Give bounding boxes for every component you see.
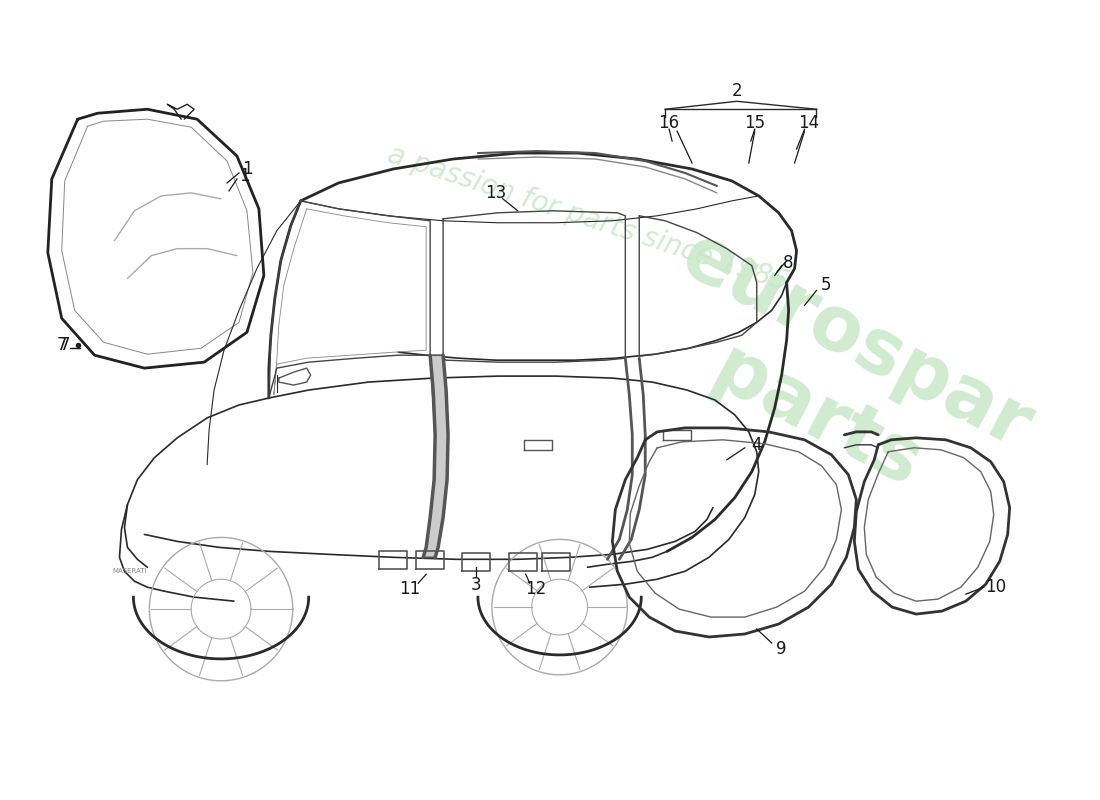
Text: 5: 5 xyxy=(822,277,832,294)
Text: 9: 9 xyxy=(777,640,786,658)
Text: eurospar
parts: eurospar parts xyxy=(629,219,1044,541)
Text: 7: 7 xyxy=(59,336,70,354)
Text: 15: 15 xyxy=(745,114,766,132)
Text: MASERATI: MASERATI xyxy=(112,568,146,574)
Text: 2: 2 xyxy=(732,82,742,100)
Text: 11: 11 xyxy=(399,580,421,598)
Text: 4: 4 xyxy=(751,436,762,454)
Text: 3: 3 xyxy=(471,576,482,594)
Text: 1: 1 xyxy=(242,160,252,178)
Text: 12: 12 xyxy=(525,580,547,598)
Text: 14: 14 xyxy=(798,114,820,132)
Text: a passion for parts since 1985: a passion for parts since 1985 xyxy=(384,141,791,297)
Polygon shape xyxy=(424,355,448,558)
Text: 10: 10 xyxy=(986,578,1006,596)
Text: 7: 7 xyxy=(56,336,67,354)
Text: 13: 13 xyxy=(485,184,506,202)
Text: 1: 1 xyxy=(239,167,250,185)
Text: 16: 16 xyxy=(659,114,680,132)
Text: 8: 8 xyxy=(783,254,794,271)
